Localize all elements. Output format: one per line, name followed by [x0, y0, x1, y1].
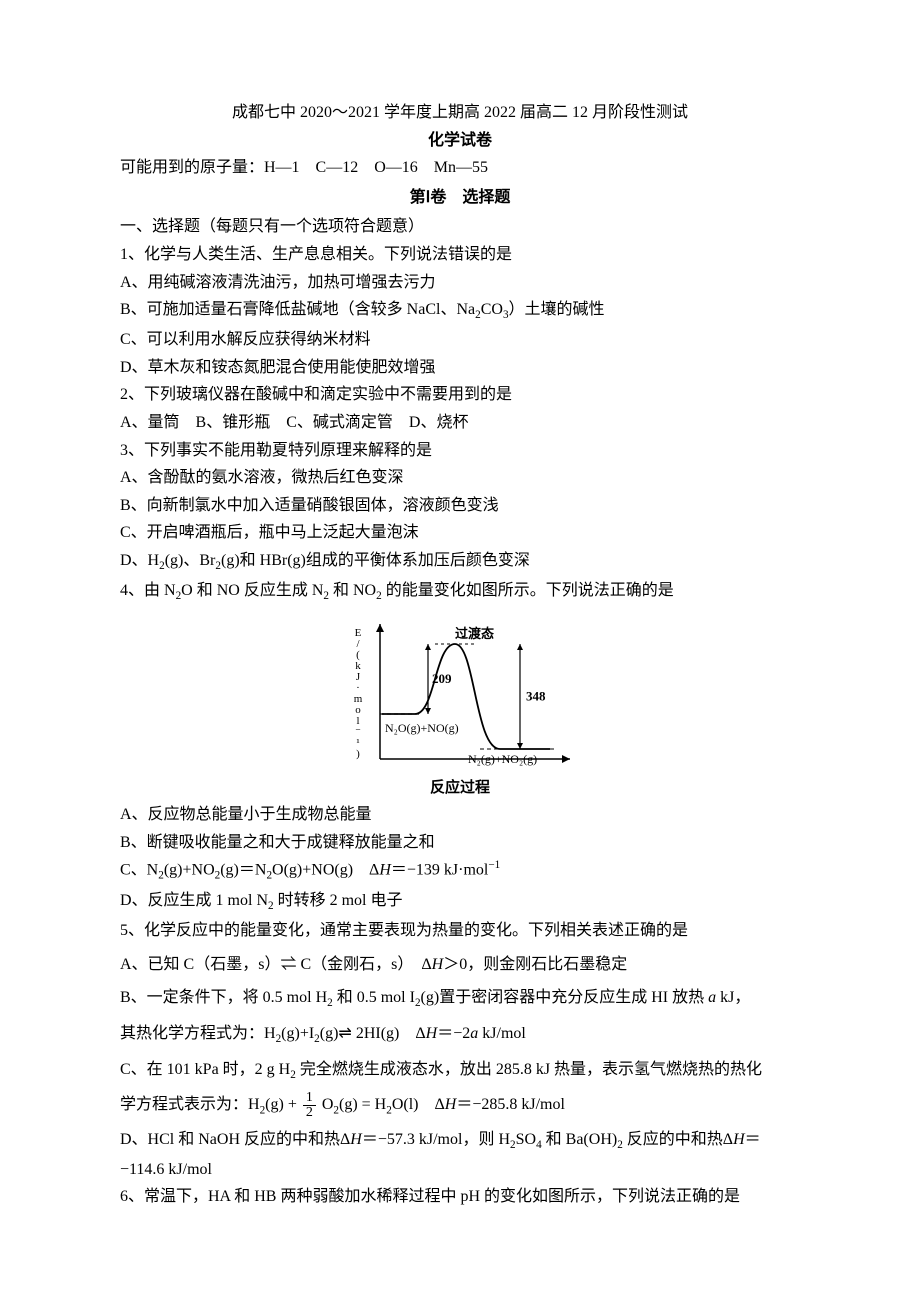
q3-opt-c: C、开启啤酒瓶后，瓶中马上泛起大量泡沫 [120, 520, 800, 546]
q3-opt-d: D、H2(g)、Br2(g)和 HBr(g)组成的平衡体系加压后颜色变深 [120, 548, 800, 576]
svg-text:348: 348 [526, 689, 546, 704]
text: A、已知 C（石墨，s）⇌ C（金刚石，s） Δ [120, 956, 432, 973]
text: ＝ [745, 1131, 761, 1148]
italic-H: H [379, 862, 391, 879]
q2-stem: 2、下列玻璃仪器在酸碱中和滴定实验中不需要用到的是 [120, 382, 800, 408]
energy-diagram: E/(kJ·mol⁻¹)209348过渡态N₂O(g)+NO(g)N₂(g)+N… [120, 614, 800, 774]
svg-text:): ) [356, 748, 360, 760]
q1-opt-d: D、草木灰和铵态氮肥混合使用能使肥效增强 [120, 355, 800, 381]
text: 反应的中和热Δ [623, 1131, 733, 1148]
text: D、反应生成 1 mol N [120, 892, 268, 909]
svg-text:N₂(g)+NO₂(g): N₂(g)+NO₂(g) [468, 752, 537, 766]
text: 时转移 2 mol 电子 [274, 892, 403, 909]
text: O(l) Δ [392, 1097, 445, 1114]
text: ＝−2 [437, 1025, 470, 1042]
text: 学方程式表示为：H [120, 1097, 260, 1114]
text: 4、由 N [120, 582, 176, 599]
q1-stem: 1、化学与人类生活、生产息息相关。下列说法错误的是 [120, 242, 800, 268]
atomic-masses: 可能用到的原子量：H—1 C—12 O—16 Mn—55 [120, 155, 800, 181]
text: 的能量变化如图所示。下列说法正确的是 [382, 582, 674, 599]
svg-text:209: 209 [432, 671, 452, 686]
text: ＝−285.8 kJ/mol [456, 1097, 565, 1114]
italic-H: H [426, 1025, 438, 1042]
svg-text:过渡态: 过渡态 [455, 626, 494, 641]
text: (g)+NO [164, 862, 215, 879]
italic-H: H [350, 1131, 362, 1148]
text: SO [516, 1131, 536, 1148]
italic-H: H [432, 956, 444, 973]
text: (g)、Br [165, 552, 216, 569]
fraction-half: 12 [303, 1091, 316, 1120]
q6-stem: 6、常温下，HA 和 HB 两种弱酸加水稀释过程中 pH 的变化如图所示，下列说… [120, 1184, 800, 1210]
text: D、HCl 和 NaOH 反应的中和热Δ [120, 1131, 350, 1148]
q1-opt-b: B、可施加适量石膏降低盐碱地（含较多 NaCl、Na2CO3）土壤的碱性 [120, 297, 800, 325]
page-title: 成都七中 2020～2021 学年度上期高 2022 届高二 12 月阶段性测试 [120, 100, 800, 126]
text: kJ， [716, 989, 750, 1006]
q4-opt-c: C、N2(g)+NO2(g)＝N2O(g)+NO(g) ΔH＝−139 kJ·m… [120, 857, 800, 885]
text: C、N [120, 862, 158, 879]
q3-opt-a: A、含酚酞的氨水溶液，微热后红色变深 [120, 465, 800, 491]
text: C、在 101 kPa 时，2 g H [120, 1061, 290, 1078]
italic-H: H [445, 1097, 457, 1114]
text: 完全燃烧生成液态水，放出 285.8 kJ 热量，表示氢气燃烧热的热化 [296, 1061, 762, 1078]
text: (g)⇌ 2HI(g) Δ [320, 1025, 426, 1042]
text: kJ/mol [478, 1025, 526, 1042]
text: (g) = H [339, 1097, 386, 1114]
q5-opt-a: A、已知 C（石墨，s）⇌ C（金刚石，s） ΔH＞0，则金刚石比石墨稳定 [120, 952, 800, 978]
section-1-desc: 一、选择题（每题只有一个选项符合题意） [120, 214, 800, 240]
diagram-xlabel: 反应过程 [120, 776, 800, 800]
section-1-title: 第Ⅰ卷 选择题 [120, 185, 800, 211]
text: 和 Ba(OH) [542, 1131, 618, 1148]
q5-opt-b: B、一定条件下，将 0.5 mol H2 和 0.5 mol I2(g)置于密闭… [120, 985, 800, 1013]
subject-title: 化学试卷 [120, 128, 800, 154]
q3-opt-b: B、向新制氯水中加入适量硝酸银固体，溶液颜色变浅 [120, 493, 800, 519]
text: (g)和 HBr(g)组成的平衡体系加压后颜色变深 [221, 552, 530, 569]
text: 和 0.5 mol I [333, 989, 415, 1006]
q1-opt-c: C、可以利用水解反应获得纳米材料 [120, 327, 800, 353]
text: ）土壤的碱性 [509, 301, 605, 318]
q5-opt-d: D、HCl 和 NaOH 反应的中和热ΔH＝−57.3 kJ/mol，则 H2S… [120, 1127, 800, 1155]
text: (g)+I [281, 1025, 314, 1042]
text: 其热化学方程式为：H [120, 1025, 276, 1042]
text: B、可施加适量石膏降低盐碱地（含较多 NaCl、Na [120, 301, 475, 318]
q4-stem: 4、由 N2O 和 NO 反应生成 N2 和 NO2 的能量变化如图所示。下列说… [120, 578, 800, 606]
q5-opt-d-line2: −114.6 kJ/mol [120, 1157, 800, 1183]
text: (g) + [265, 1097, 297, 1114]
q2-opts: A、量筒 B、锥形瓶 C、碱式滴定管 D、烧杯 [120, 410, 800, 436]
q4-opt-b: B、断键吸收能量之和大于成键释放能量之和 [120, 830, 800, 856]
text: O(g)+NO(g) Δ [272, 862, 379, 879]
q5-opt-b-line2: 其热化学方程式为：H2(g)+I2(g)⇌ 2HI(g) ΔH＝−2a kJ/m… [120, 1021, 800, 1049]
text: B、一定条件下，将 0.5 mol H [120, 989, 327, 1006]
text: (g)置于密闭容器中充分反应生成 HI 放热 [421, 989, 709, 1006]
text: CO [481, 301, 503, 318]
numerator: 1 [303, 1091, 316, 1106]
q4-opt-a: A、反应物总能量小于生成物总能量 [120, 802, 800, 828]
text: D、H [120, 552, 159, 569]
q5-opt-c: C、在 101 kPa 时，2 g H2 完全燃烧生成液态水，放出 285.8 … [120, 1057, 800, 1085]
text: (g)＝N [220, 862, 266, 879]
sup: −1 [488, 859, 500, 871]
q4-opt-d: D、反应生成 1 mol N2 时转移 2 mol 电子 [120, 888, 800, 916]
q5-opt-c-line2: 学方程式表示为：H2(g) + 12 O2(g) = H2O(l) ΔH＝−28… [120, 1091, 800, 1120]
text: ＝−139 kJ·mol [391, 862, 488, 879]
denominator: 2 [303, 1106, 316, 1120]
text: 和 NO [329, 582, 376, 599]
text: O 和 NO 反应生成 N [181, 582, 323, 599]
q3-stem: 3、下列事实不能用勒夏特列原理来解释的是 [120, 438, 800, 464]
italic-a: a [708, 989, 716, 1006]
q5-stem: 5、化学反应中的能量变化，通常主要表现为热量的变化。下列相关表述正确的是 [120, 918, 800, 944]
text: ＝−57.3 kJ/mol，则 H [362, 1131, 510, 1148]
text: O [322, 1097, 334, 1114]
text: ＞0，则金刚石比石墨稳定 [443, 956, 627, 973]
italic-H: H [733, 1131, 745, 1148]
q1-opt-a: A、用纯碱溶液清洗油污，加热可增强去污力 [120, 270, 800, 296]
svg-text:N₂O(g)+NO(g): N₂O(g)+NO(g) [385, 721, 459, 735]
